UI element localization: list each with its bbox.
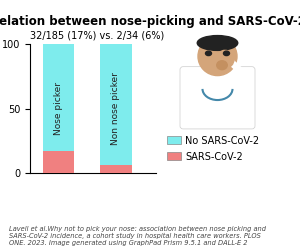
Ellipse shape: [224, 51, 230, 56]
Ellipse shape: [217, 61, 227, 70]
Bar: [43, 151, 74, 173]
Text: Non nose picker: Non nose picker: [111, 72, 120, 145]
Ellipse shape: [206, 51, 212, 56]
Circle shape: [198, 37, 237, 76]
FancyArrowPatch shape: [230, 61, 250, 80]
Legend: No SARS-CoV-2, SARS-CoV-2: No SARS-CoV-2, SARS-CoV-2: [167, 136, 260, 162]
Text: 32/185 (17%) vs. 2/34 (6%): 32/185 (17%) vs. 2/34 (6%): [30, 31, 164, 41]
Text: Relation between nose-picking and SARS-CoV-2.: Relation between nose-picking and SARS-C…: [0, 15, 300, 28]
FancyBboxPatch shape: [180, 67, 255, 129]
Y-axis label: %: %: [0, 104, 1, 113]
Circle shape: [216, 50, 234, 68]
Text: Nose picker: Nose picker: [54, 82, 63, 135]
Bar: [43, 44, 74, 151]
Bar: [100, 44, 132, 165]
Ellipse shape: [197, 36, 238, 50]
Bar: [100, 165, 132, 173]
Text: Lavell et al.Why not to pick your nose: association between nose picking and
SAR: Lavell et al.Why not to pick your nose: …: [9, 226, 266, 246]
